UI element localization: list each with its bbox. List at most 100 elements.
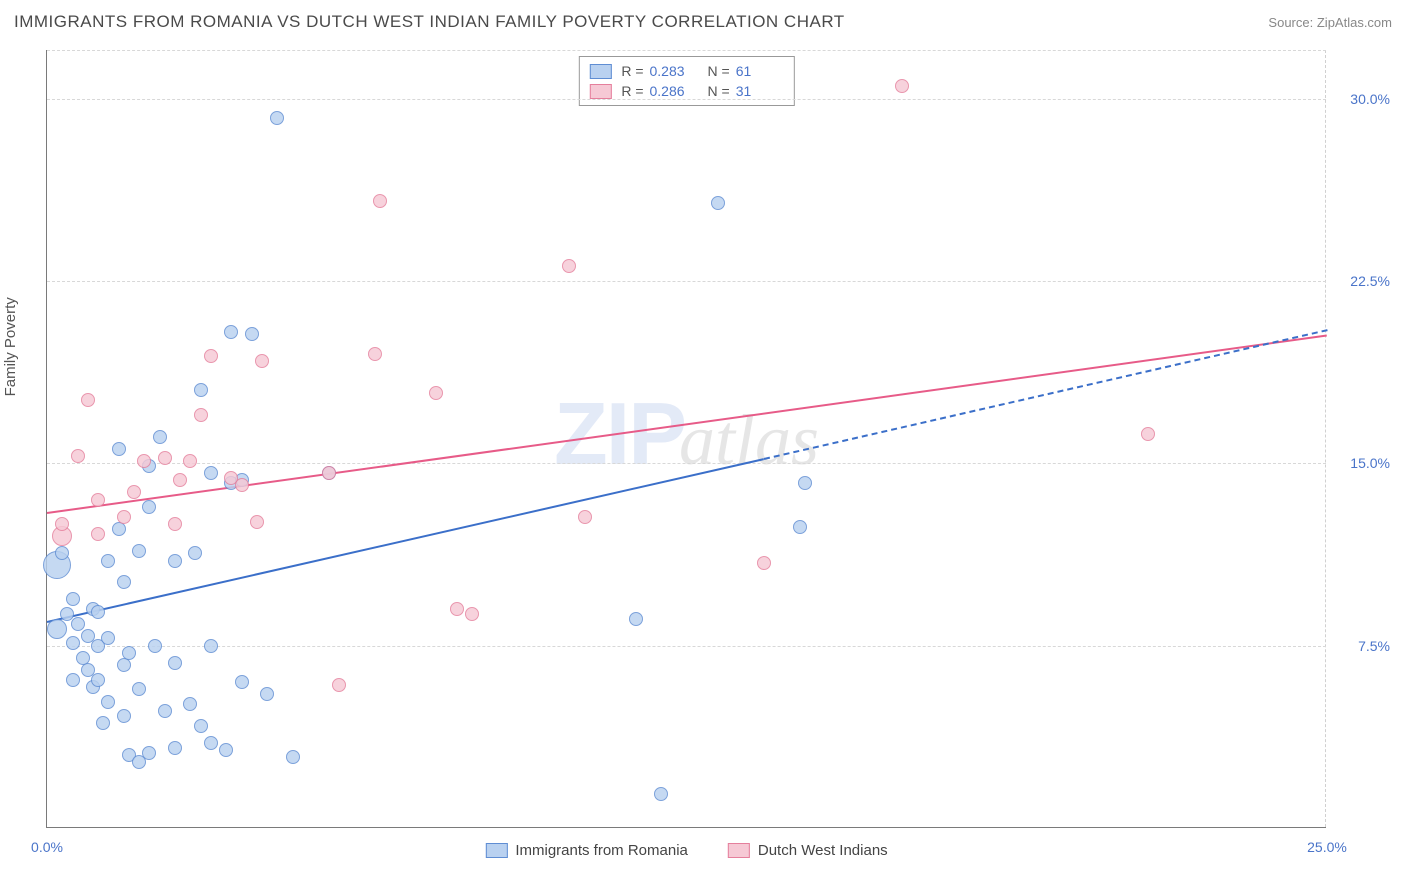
data-point [117,510,131,524]
data-point [47,619,67,639]
data-point [654,787,668,801]
data-point [127,485,141,499]
chart-header: IMMIGRANTS FROM ROMANIA VS DUTCH WEST IN… [14,12,1392,32]
gridline [47,281,1326,282]
data-point [260,687,274,701]
data-point [224,325,238,339]
data-point [183,697,197,711]
data-point [578,510,592,524]
trend-line [764,330,1328,461]
data-point [117,575,131,589]
data-point [793,520,807,534]
data-point [235,478,249,492]
gridline [47,50,1326,51]
watermark: ZIP atlas [554,382,819,484]
legend-series: Immigrants from Romania Dutch West India… [485,842,887,859]
data-point [255,354,269,368]
data-point [101,631,115,645]
data-point [91,493,105,507]
chart-title: IMMIGRANTS FROM ROMANIA VS DUTCH WEST IN… [14,12,845,32]
data-point [158,451,172,465]
data-point [204,466,218,480]
data-point [194,719,208,733]
legend-swatch-1 [589,64,611,79]
legend-item-2: Dutch West Indians [728,842,888,859]
chart-source: Source: ZipAtlas.com [1268,15,1392,30]
data-point [194,408,208,422]
data-point [158,704,172,718]
data-point [368,347,382,361]
legend-item-1: Immigrants from Romania [485,842,688,859]
data-point [219,743,233,757]
data-point [122,646,136,660]
legend-stat-row-1: R = 0.283 N = 61 [589,61,783,81]
data-point [429,386,443,400]
data-point [81,393,95,407]
data-point [188,546,202,560]
legend-swatch-romania [485,843,507,858]
data-point [1141,427,1155,441]
data-point [66,636,80,650]
data-point [168,554,182,568]
data-point [895,79,909,93]
data-point [194,383,208,397]
data-point [66,592,80,606]
data-point [270,111,284,125]
data-point [132,682,146,696]
y-tick-label: 7.5% [1358,638,1390,654]
data-point [322,466,336,480]
x-tick-label: 0.0% [31,839,63,855]
data-point [142,500,156,514]
data-point [711,196,725,210]
data-point [757,556,771,570]
data-point [332,678,346,692]
y-tick-label: 15.0% [1350,455,1390,471]
data-point [101,554,115,568]
data-point [96,716,110,730]
data-point [66,673,80,687]
data-point [173,473,187,487]
data-point [71,449,85,463]
data-point [55,546,69,560]
data-point [204,736,218,750]
data-point [204,639,218,653]
data-point [91,673,105,687]
data-point [183,454,197,468]
gridline [47,463,1326,464]
data-point [101,695,115,709]
data-point [629,612,643,626]
data-point [450,602,464,616]
data-point [168,656,182,670]
legend-swatch-dutch [728,843,750,858]
data-point [373,194,387,208]
gridline [47,646,1326,647]
trend-line [47,458,764,623]
data-point [142,746,156,760]
data-point [798,476,812,490]
data-point [153,430,167,444]
data-point [148,639,162,653]
y-tick-label: 22.5% [1350,273,1390,289]
y-tick-label: 30.0% [1350,91,1390,107]
data-point [286,750,300,764]
data-point [137,454,151,468]
plot-right-border [1325,50,1326,827]
data-point [71,617,85,631]
x-tick-label: 25.0% [1307,839,1347,855]
data-point [117,709,131,723]
data-point [562,259,576,273]
data-point [91,605,105,619]
legend-swatch-2 [589,84,611,99]
data-point [117,658,131,672]
data-point [168,741,182,755]
data-point [132,544,146,558]
data-point [91,527,105,541]
data-point [245,327,259,341]
gridline [47,99,1326,100]
data-point [204,349,218,363]
y-axis-title: Family Poverty [2,297,19,396]
data-point [235,675,249,689]
data-point [250,515,264,529]
data-point [112,522,126,536]
data-point [55,517,69,531]
